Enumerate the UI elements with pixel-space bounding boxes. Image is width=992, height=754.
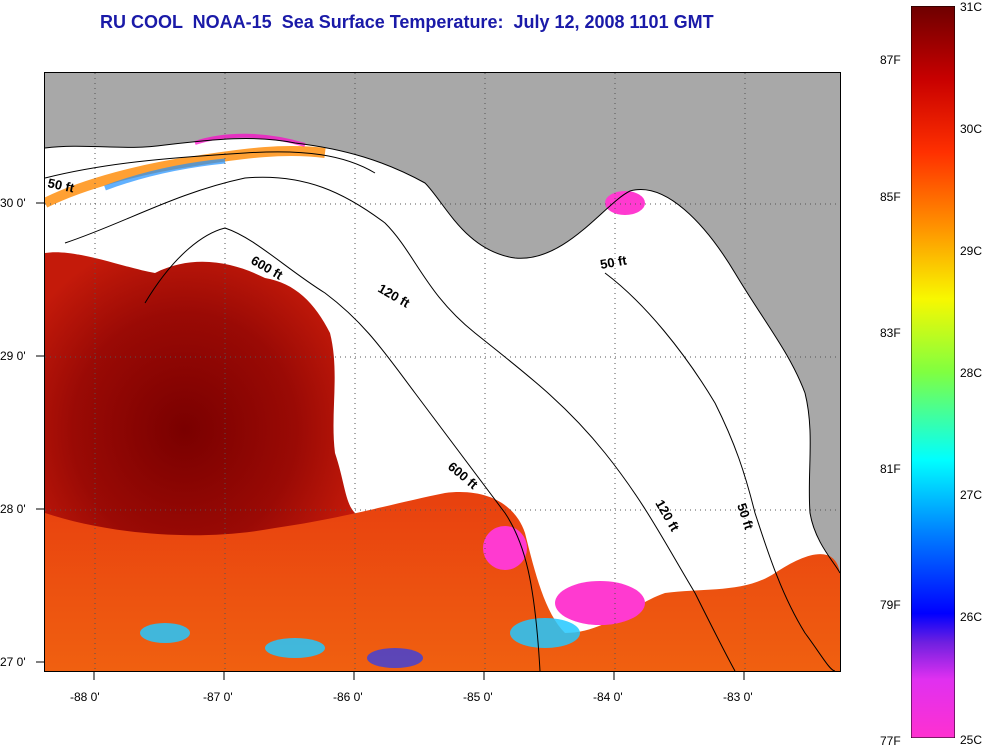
colorbar-fahrenheit-label: 81F (880, 462, 901, 476)
colorbar-fahrenheit-label: 87F (880, 53, 901, 67)
colorbar-celsius-label: 26C (960, 610, 983, 624)
coastline (45, 138, 840, 574)
contour-label-50ft-east: 50 ft (599, 252, 629, 272)
colorbar-celsius-label: 30C (960, 122, 983, 136)
x-tick-label: -83 0' (723, 690, 753, 704)
x-tick-label: -87 0' (203, 690, 233, 704)
sst-map[interactable]: 50 ft 600 ft 120 ft 50 ft 600 ft 120 ft … (44, 72, 841, 672)
bathymetry-contours (45, 151, 836, 671)
y-tick-label: 27 0' (0, 655, 26, 669)
colorbar-fahrenheit-label: 79F (880, 598, 901, 612)
warm-sst-west (45, 252, 355, 575)
x-tick-label: -84 0' (593, 690, 623, 704)
colorbar-celsius-label: 25C (960, 733, 983, 747)
colorbar-fahrenheit-label: 77F (880, 734, 901, 748)
contour-label-50ft-west: 50 ft (46, 175, 76, 195)
y-tick-label: 29 0' (0, 349, 26, 363)
colorbar-fahrenheit-label: 85F (880, 190, 901, 204)
y-tick-label: 28 0' (0, 502, 26, 516)
colorbar-celsius-label: 29C (960, 244, 983, 258)
map-title: RU COOL NOAA-15 Sea Surface Temperature:… (100, 12, 714, 32)
x-tick-label: -85 0' (463, 690, 493, 704)
colorbar-fahrenheit-label: 83F (880, 326, 901, 340)
temperature-colorbar (911, 6, 955, 738)
colorbar-celsius-label: 28C (960, 366, 983, 380)
y-tick-label: 30 0' (0, 196, 26, 210)
x-tick-label: -86 0' (333, 690, 363, 704)
map-canvas: 50 ft 600 ft 120 ft 50 ft 600 ft 120 ft … (45, 73, 840, 671)
colorbar-celsius-label: 31C (960, 0, 983, 14)
colorbar-celsius-label: 27C (960, 488, 983, 502)
warm-sst-south (45, 492, 840, 671)
coastal-band (45, 146, 326, 208)
x-tick-label: -88 0' (70, 690, 100, 704)
